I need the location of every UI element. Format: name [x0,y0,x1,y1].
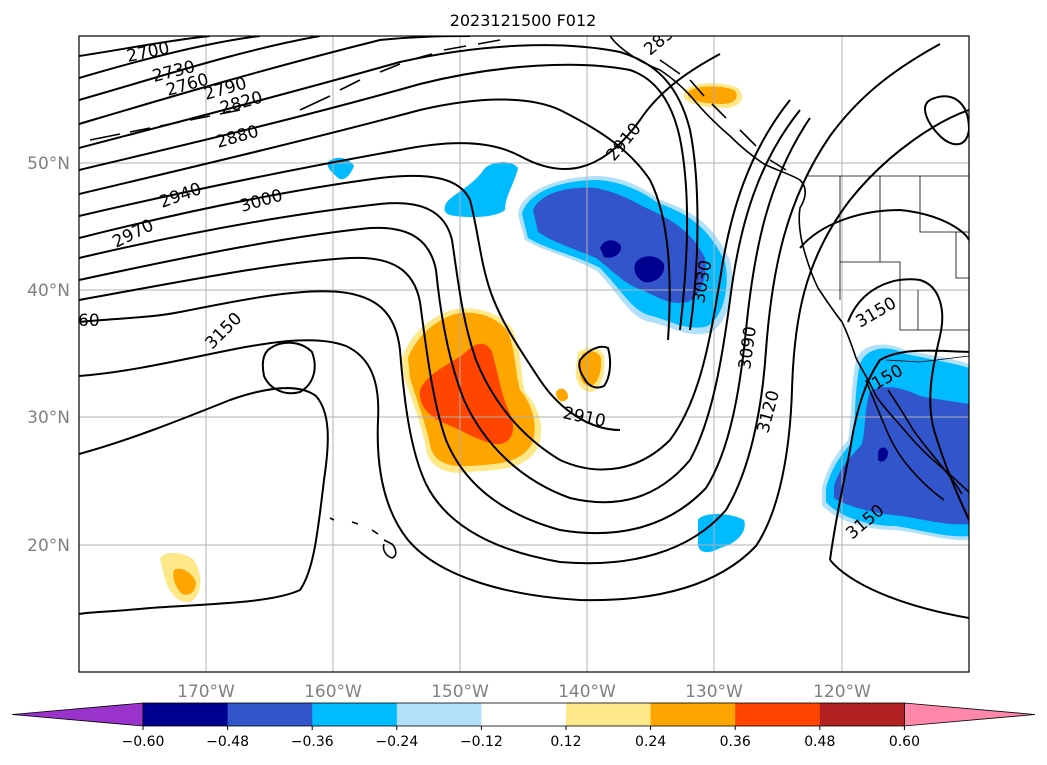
lat-tick-labels: 50°N 40°N 30°N 20°N [27,154,70,556]
coast-bc-islands [659,59,787,171]
contour-label-3150a: 3150 [201,309,246,354]
colorbar-segment [735,703,821,726]
contour-3150a [261,341,316,395]
coast-baja [865,379,945,501]
colorbar-tick-label: 0.12 [550,734,581,750]
contour-2910a [79,53,721,217]
gridlines [79,36,969,672]
contour-label-3120: 3120 [754,388,785,435]
pos-area-small-b [556,388,568,402]
neg-area-baja-strong [878,447,888,462]
pos-area-sw [173,568,196,595]
contour-label-2910b: 2910 [561,403,607,432]
lon-label-130w: 130°W [685,682,743,702]
contour-label-2700: 2700 [125,38,171,67]
pos-area-central-mid [419,343,514,445]
neg-area-pacific-nw-strong-b [634,256,665,283]
contour-3060 [79,43,941,565]
colorbar-segment [481,703,567,726]
height-contours [79,36,969,619]
contour-2940 [79,174,621,431]
colorbar-segment [396,703,482,726]
coast-alaska [609,36,969,493]
neg-area-baja-mid [834,387,969,525]
colorbar-extend-low [11,702,144,727]
colorbar-tick-label: −0.12 [460,734,503,750]
contour-3210 [924,95,969,146]
colorbar-segment [650,703,736,726]
map-area: 2700 2730 2760 2790 2820 2850 2880 2910 … [78,17,969,672]
lat-label-50: 50°N [27,154,70,174]
contour-2880 [79,98,671,341]
contour-label-2880: 2880 [214,122,261,153]
contour-3120 [79,387,329,615]
contour-3030 [79,117,811,535]
coast-hawaii [329,517,397,559]
colorbar-segment [819,703,905,726]
contour-label-2940: 2940 [157,179,204,213]
colorbar-tick-label: 0.36 [720,734,751,750]
contour-2970 [79,99,791,471]
contour-label-2910a: 2910 [603,119,646,165]
colorbar-segment [312,703,398,726]
colorbar-outline [142,702,905,727]
lat-label-40: 40°N [27,281,70,301]
neg-area-small-north-a [444,162,518,218]
contour-2730 [79,36,261,79]
colorbar-tick-label: 0.48 [804,734,835,750]
pos-area-small-a [579,351,602,386]
contour-label-3000: 3000 [238,186,285,217]
colorbar-tick-label: −0.24 [375,734,418,750]
contour-label-3090: 3090 [735,325,761,371]
colorbar-segment [227,703,313,726]
contour-3180 [799,208,969,249]
contour-2820 [79,44,699,331]
lon-label-150w: 150°W [431,682,489,702]
lat-label-20: 20°N [27,536,70,556]
colorbar-tick-label: −0.48 [206,734,249,750]
border-states [839,176,969,331]
contour-2700 [79,36,211,57]
colorbar-tick-label: 0.24 [635,734,666,750]
colorbar-tick-label: −0.36 [291,734,334,750]
lon-label-160w: 160°W [304,682,362,702]
lon-label-140w: 140°W [558,682,616,702]
colorbar: −0.60 −0.48 −0.36 −0.24 −0.12 0.12 0.24 0.36 0.4… [11,702,1036,750]
contour-3090 [79,109,969,602]
colorbar-extend-high [904,702,1036,727]
contour-label-2970: 2970 [109,216,157,253]
contour-2760 [79,36,321,101]
contour-2850 [79,63,689,331]
borders [808,175,969,363]
lon-label-120w: 120°W [813,682,871,702]
lon-tick-labels: 170°W 160°W 150°W 140°W 130°W 120°W [177,682,871,702]
colorbar-segment [566,703,652,726]
colorbar-tick-label: 0.60 [889,734,920,750]
contour-label-60: 60 [78,311,100,331]
neg-area-small-south [697,514,745,553]
colorbar-tick-label: −0.60 [122,734,165,750]
contour-3150d [829,349,969,619]
lat-label-30: 30°N [27,408,70,428]
map-frame [78,35,970,673]
contour-3000 [79,109,801,504]
map-title: 2023121500 F012 [450,11,597,30]
border-us-mexico [885,355,969,363]
contour-label-3150c: 3150 [853,293,900,332]
lon-label-170w: 170°W [177,682,235,702]
contour-label-2850: 2850 [640,17,686,60]
neg-area-pacific-nw-strong-a [600,240,622,258]
contour-3150c [847,278,969,521]
contour-3150b [578,345,612,389]
colorbar-segment [143,703,229,726]
